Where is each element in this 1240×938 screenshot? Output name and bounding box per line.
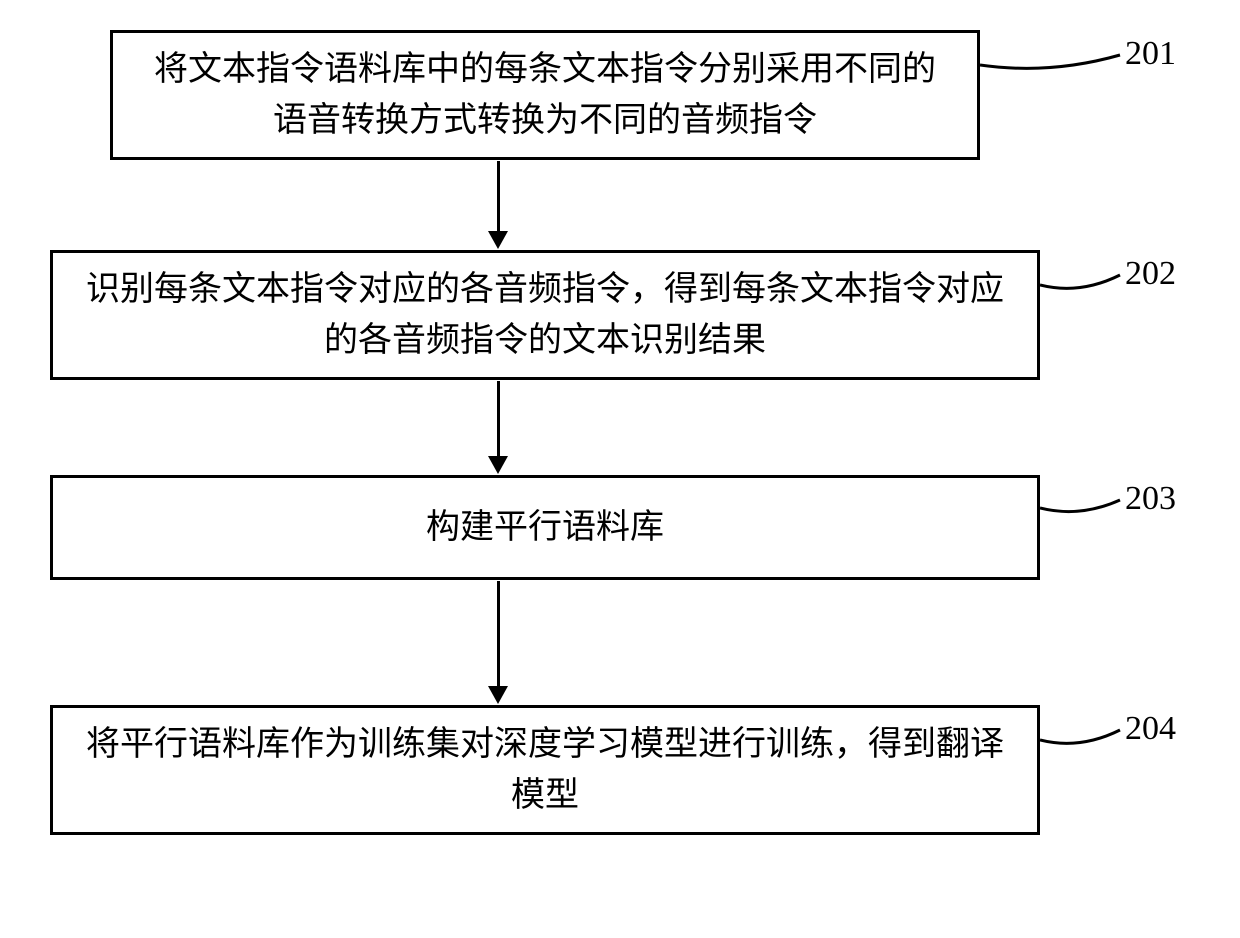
flow-box-4-text: 将平行语料库作为训练集对深度学习模型进行训练，得到翻译模型 bbox=[83, 719, 1007, 821]
flow-box-1: 将文本指令语料库中的每条文本指令分别采用不同的语音转换方式转换为不同的音频指令 bbox=[110, 30, 980, 160]
step-label-1: 201 bbox=[1125, 35, 1176, 73]
step-label-3: 203 bbox=[1125, 480, 1176, 518]
flow-box-3-text: 构建平行语料库 bbox=[426, 502, 664, 553]
step-label-4: 204 bbox=[1125, 710, 1176, 748]
connector-3 bbox=[1040, 480, 1125, 530]
arrow-1 bbox=[488, 161, 508, 249]
connector-2 bbox=[1040, 255, 1125, 305]
flow-box-4: 将平行语料库作为训练集对深度学习模型进行训练，得到翻译模型 bbox=[50, 705, 1040, 835]
flow-box-2-text: 识别每条文本指令对应的各音频指令，得到每条文本指令对应的各音频指令的文本识别结果 bbox=[83, 264, 1007, 366]
arrow-3 bbox=[488, 581, 508, 704]
flow-box-3: 构建平行语料库 bbox=[50, 475, 1040, 580]
arrow-2 bbox=[488, 381, 508, 474]
flow-box-2: 识别每条文本指令对应的各音频指令，得到每条文本指令对应的各音频指令的文本识别结果 bbox=[50, 250, 1040, 380]
step-label-2: 202 bbox=[1125, 255, 1176, 293]
flow-box-1-text: 将文本指令语料库中的每条文本指令分别采用不同的语音转换方式转换为不同的音频指令 bbox=[143, 44, 947, 146]
connector-1 bbox=[980, 35, 1125, 85]
connector-4 bbox=[1040, 710, 1125, 760]
